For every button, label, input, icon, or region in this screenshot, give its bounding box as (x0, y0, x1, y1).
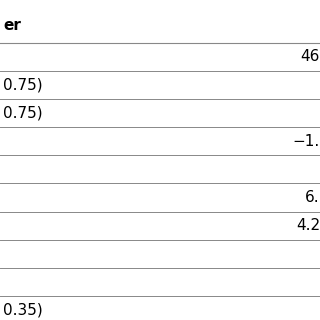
Text: −1.: −1. (293, 134, 320, 148)
Text: 46: 46 (300, 49, 320, 64)
Text: 0.75): 0.75) (3, 106, 43, 120)
Text: 4.2: 4.2 (296, 218, 320, 233)
Text: er: er (3, 18, 21, 33)
Text: 6.: 6. (305, 190, 320, 205)
Text: 0.35): 0.35) (3, 303, 43, 317)
Text: 0.75): 0.75) (3, 77, 43, 92)
